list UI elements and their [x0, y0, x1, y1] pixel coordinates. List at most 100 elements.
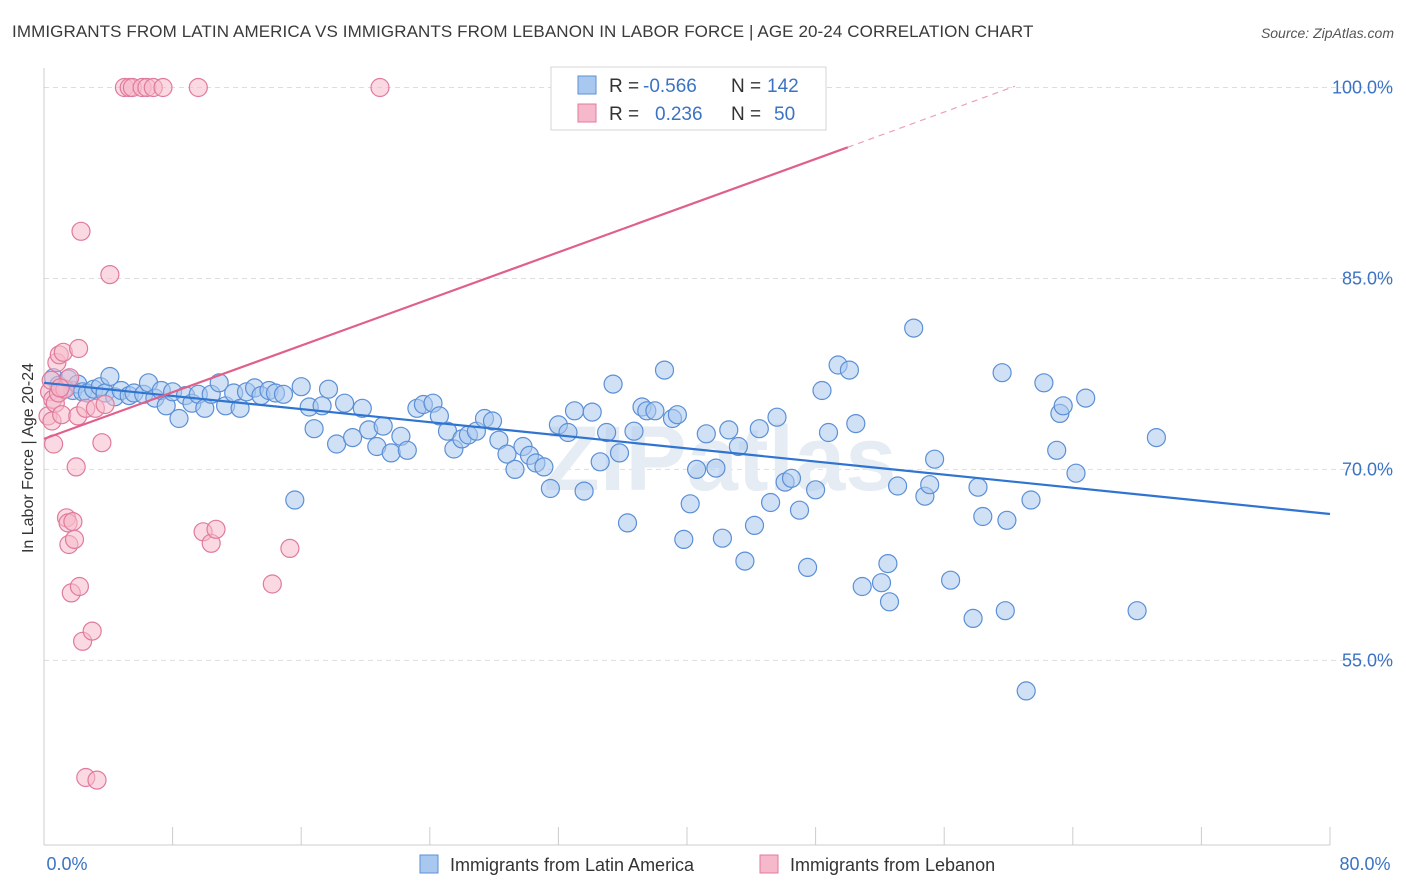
latin-america-point-125 [973, 506, 993, 527]
latin-america-point-101 [760, 492, 781, 513]
latin-america-point-67 [505, 459, 525, 479]
latin-america-point-82 [617, 513, 638, 533]
legend-r-value-1: -0.566 [643, 76, 697, 97]
latin-america-point-71 [534, 457, 554, 477]
latin-america-point-131 [1034, 373, 1054, 393]
latin-america-point-78 [590, 452, 610, 472]
latin-america-point-37 [273, 384, 294, 404]
svg-text:-0.566 142 0.236: -0.566 142 0.236 50 [643, 76, 804, 125]
latin-america-point-99 [744, 515, 765, 536]
latin-america-point-89 [667, 405, 688, 425]
lebanon-point-38 [153, 77, 173, 98]
lebanon-point-43 [262, 574, 282, 594]
latin-america-point-43 [318, 379, 339, 399]
latin-america-point-53 [397, 440, 417, 460]
bottom-legend-label-pink: Immigrants from Lebanon [790, 855, 995, 875]
latin-america-point-95 [712, 528, 733, 548]
latin-america-point-93 [696, 424, 716, 444]
latin-america-point-80 [603, 374, 623, 394]
latin-america-point-136 [1076, 388, 1096, 408]
lebanon-point-44 [280, 538, 300, 559]
lebanon-point-42 [206, 519, 226, 539]
legend-n-value-1: 142 [767, 76, 799, 97]
latin-america-point-138 [1146, 428, 1167, 448]
legend-n-value-2: 50 [774, 104, 795, 125]
latin-america-point-51 [381, 443, 401, 463]
latin-america-point-75 [564, 401, 585, 421]
y-tick-label-0: 55.0% [1342, 650, 1393, 670]
latin-america-point-113 [852, 576, 872, 597]
latin-america-point-76 [574, 481, 594, 501]
legend-n-label-2: N = [731, 104, 761, 125]
latin-america-point-97 [728, 436, 749, 457]
latin-america-point-111 [839, 360, 860, 380]
latin-america-point-50 [373, 416, 393, 436]
latin-america-point-47 [352, 398, 372, 418]
lebanon-point-18 [63, 511, 83, 532]
trend-line-lebanon [43, 146, 849, 440]
latin-america-point-127 [995, 601, 1015, 621]
bottom-legend: Immigrants from Latin America Immigrants… [419, 854, 995, 875]
latin-america-point-22 [169, 408, 189, 429]
trend-line-lebanon-extension [847, 85, 1016, 148]
latin-america-point-108 [812, 380, 832, 401]
latin-america-point-96 [719, 420, 739, 440]
latin-america-point-126 [992, 363, 1012, 383]
latin-america-point-77 [582, 402, 602, 422]
latin-america-point-124 [968, 477, 988, 497]
y-tick-label-1: 70.0% [1342, 459, 1393, 479]
latin-america-point-104 [781, 468, 802, 488]
latin-america-point-91 [680, 494, 700, 514]
latin-america-point-38 [285, 490, 305, 510]
bottom-legend-label-blue: Immigrants from Latin America [450, 855, 695, 875]
source-label: Source: ZipAtlas.com [1260, 25, 1394, 41]
trend-lines [43, 85, 1331, 516]
grid-lines [44, 86, 1392, 661]
lebanon-point-29 [92, 433, 112, 453]
latin-america-point-107 [805, 480, 826, 500]
legend-r-label-1: R = [609, 76, 639, 97]
latin-america-point-45 [335, 393, 355, 413]
latin-america-point-39 [291, 377, 311, 397]
legend-r-value-2: 0.236 [655, 104, 703, 125]
latin-america-point-98 [735, 551, 755, 571]
latin-america-point-41 [304, 419, 324, 439]
x-tick-label-0: 0.0% [46, 854, 87, 874]
lebanon-point-20 [66, 457, 86, 477]
latin-america-point-128 [997, 510, 1017, 530]
latin-america-point-72 [540, 478, 561, 499]
latin-america-point-122 [940, 570, 961, 590]
lebanon-point-24 [71, 221, 91, 241]
lebanon-point-48 [87, 770, 107, 790]
latin-america-point-115 [878, 553, 898, 574]
stats-legend: R = N = R = N = -0.566 142 0.236 50 [550, 66, 827, 131]
latin-america-point-109 [818, 422, 839, 443]
latin-america-point-28 [209, 373, 229, 393]
legend-n-label-1: N = [731, 76, 761, 97]
latin-america-point-46 [343, 428, 363, 448]
lebanon-point-39 [188, 77, 208, 98]
latin-america-point-123 [963, 608, 983, 629]
trend-line-latin-america [43, 381, 1331, 516]
latin-america-point-112 [846, 414, 866, 434]
latin-america-point-105 [789, 500, 810, 520]
y-axis-label: In Labor Force | Age 20-24 [20, 363, 37, 553]
y-tick-label-3: 100.0% [1332, 77, 1393, 97]
axes [43, 68, 1331, 846]
lebanon-point-22 [68, 338, 89, 359]
lebanon-point-30 [95, 394, 115, 415]
chart-title: IMMIGRANTS FROM LATIN AMERICA VS IMMIGRA… [12, 22, 1034, 41]
latin-america-point-86 [645, 401, 665, 421]
latin-america-point-116 [879, 592, 900, 612]
y-tick-label-2: 85.0% [1342, 268, 1393, 288]
latin-america-point-134 [1053, 396, 1073, 416]
svg-text:R = N = R =: R = N = R = N = [609, 76, 766, 125]
latin-america-point-64 [482, 411, 503, 431]
bottom-legend-swatch-blue [419, 854, 439, 874]
latin-america-point-92 [686, 459, 707, 479]
latin-america-point-79 [596, 422, 617, 443]
lebanon-point-19 [64, 529, 85, 550]
latin-america-point-130 [1021, 490, 1041, 510]
latin-america-point-135 [1066, 463, 1086, 483]
